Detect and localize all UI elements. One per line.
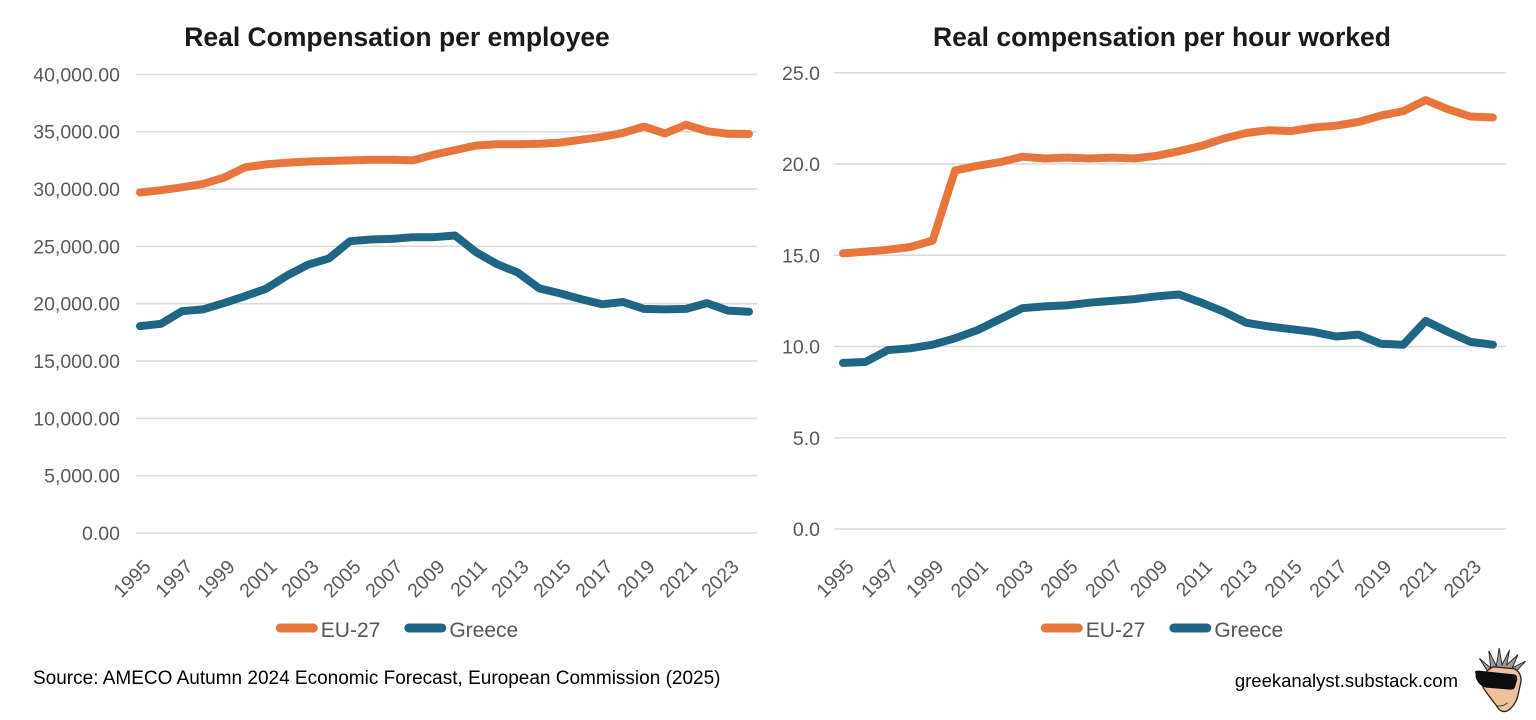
brand-block: greekanalyst.substack.com <box>1235 646 1532 716</box>
legend-swatch <box>275 623 318 633</box>
x-tick-label: 2003 <box>992 556 1038 602</box>
x-tick-label: 2021 <box>655 556 701 602</box>
chart-title: Real Compensation per employee <box>184 22 610 52</box>
legend-swatch <box>1169 623 1212 633</box>
y-tick-label: 5.0 <box>793 428 820 450</box>
legend: EU-27 Greece <box>275 619 518 642</box>
x-tick-label: 2001 <box>235 556 281 602</box>
x-tick-label: 2007 <box>1081 556 1127 602</box>
y-tick-label: 30,000.00 <box>33 179 120 201</box>
greekanalyst-logo-icon <box>1475 648 1526 713</box>
legend-item: EU-27 <box>275 619 381 642</box>
x-tick-label: 2021 <box>1395 556 1441 602</box>
x-tick-label: 2009 <box>403 556 449 602</box>
y-tick-label: 20,000.00 <box>33 294 120 316</box>
x-tick-label: 1999 <box>902 556 948 602</box>
y-tick-label: 10.0 <box>782 337 820 359</box>
x-tick-label: 2011 <box>446 556 491 601</box>
x-tick-label: 2023 <box>697 556 743 602</box>
series-line-eu-27 <box>839 96 1497 258</box>
x-tick-label: 2003 <box>277 556 323 602</box>
y-tick-label: 15.0 <box>782 245 820 267</box>
legend: EU-27 Greece <box>1040 619 1283 642</box>
series-line-greece <box>136 231 753 331</box>
chart-real-compensation-per-employee: 0.00 5,000.00 10,000.00 15,000.00 20,000.00 2… <box>33 22 757 642</box>
x-tick-label: 1995 <box>109 556 155 602</box>
series-line-eu-27 <box>136 120 753 197</box>
logo-sunglasses <box>1475 670 1518 690</box>
x-tick-label: 2011 <box>1172 556 1217 601</box>
logo-chin-line <box>1496 702 1508 707</box>
y-tick-label: 40,000.00 <box>33 64 120 86</box>
logo-hair <box>1478 648 1526 673</box>
x-tick-label: 1997 <box>857 556 903 602</box>
x-tick-label: 2005 <box>1036 556 1082 602</box>
y-tick-label: 0.00 <box>82 523 120 545</box>
legend-swatch <box>1040 623 1083 633</box>
x-tick-label: 2013 <box>487 556 533 602</box>
y-tick-label: 35,000.00 <box>33 122 120 144</box>
x-tick-label: 2019 <box>613 556 659 602</box>
x-tick-label: 2005 <box>319 556 365 602</box>
x-tick-label: 2019 <box>1350 556 1396 602</box>
x-tick-label: 2017 <box>1305 556 1351 602</box>
legend-swatch <box>404 623 447 633</box>
charts-row: 0.00 5,000.00 10,000.00 15,000.00 20,000.00 2… <box>33 22 1506 642</box>
source-note: Source: AMECO Autumn 2024 Economic Forec… <box>33 668 721 689</box>
x-tick-label: 2017 <box>571 556 617 602</box>
y-tick-label: 25,000.00 <box>33 236 120 258</box>
y-tick-label: 25.0 <box>782 63 820 85</box>
series-line-greece <box>839 290 1497 367</box>
legend-item: Greece <box>404 619 518 642</box>
x-tick-label: 2015 <box>529 556 575 602</box>
legend-label: EU-27 <box>1086 619 1146 642</box>
footer: Source: AMECO Autumn 2024 Economic Forec… <box>0 648 1536 720</box>
legend-item: EU-27 <box>1040 619 1146 642</box>
y-tick-label: 10,000.00 <box>33 408 120 430</box>
x-tick-label: 1997 <box>151 556 197 602</box>
x-tick-label: 2013 <box>1216 556 1262 602</box>
x-tick-label: 1999 <box>193 556 239 602</box>
y-tick-label: 15,000.00 <box>33 351 120 373</box>
legend-label: EU-27 <box>321 619 381 642</box>
y-tick-label: 0.0 <box>793 519 820 541</box>
legend-label: Greece <box>1214 619 1283 642</box>
legend-item: Greece <box>1169 619 1283 642</box>
x-tick-label: 1995 <box>812 556 858 602</box>
chart-title: Real compensation per hour worked <box>933 22 1391 52</box>
x-tick-label: 2007 <box>361 556 407 602</box>
x-tick-label: 2001 <box>947 556 993 602</box>
legend-label: Greece <box>449 619 518 642</box>
y-tick-label: 5,000.00 <box>44 466 120 488</box>
chart-real-compensation-per-hour: 0.05.010.015.020.025.0199519971999200120… <box>782 22 1506 642</box>
x-tick-label: 2009 <box>1126 556 1172 602</box>
substack-url: greekanalyst.substack.com <box>1234 670 1458 691</box>
y-tick-label: 20.0 <box>782 154 820 176</box>
x-tick-label: 2023 <box>1440 556 1486 602</box>
x-tick-label: 2015 <box>1260 556 1306 602</box>
